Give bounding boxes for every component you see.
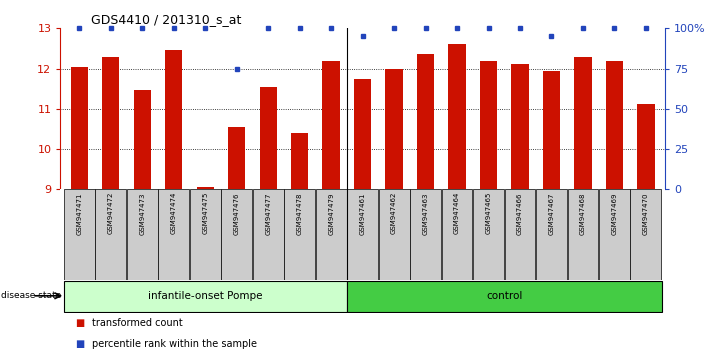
Bar: [567, 189, 599, 280]
Bar: [316, 189, 346, 280]
Bar: [606, 61, 623, 189]
Bar: [449, 44, 466, 189]
Text: GSM947467: GSM947467: [548, 192, 555, 235]
Bar: [127, 189, 158, 280]
Bar: [347, 189, 378, 280]
Text: GSM947466: GSM947466: [517, 192, 523, 235]
Text: GSM947468: GSM947468: [580, 192, 586, 235]
Bar: [354, 79, 371, 189]
Text: percentile rank within the sample: percentile rank within the sample: [92, 339, 257, 349]
Text: GSM947473: GSM947473: [139, 192, 145, 235]
Text: ■: ■: [75, 339, 84, 349]
Bar: [574, 57, 592, 189]
Text: GSM947465: GSM947465: [486, 192, 491, 234]
Text: GSM947478: GSM947478: [296, 192, 303, 235]
Bar: [505, 189, 535, 280]
Bar: [442, 189, 473, 280]
Bar: [260, 87, 277, 189]
Bar: [637, 104, 655, 189]
Text: GSM947470: GSM947470: [643, 192, 649, 235]
Bar: [291, 133, 309, 189]
Text: GSM947462: GSM947462: [391, 192, 397, 234]
Bar: [221, 189, 252, 280]
Bar: [95, 189, 127, 280]
Text: GSM947472: GSM947472: [108, 192, 114, 234]
Text: GSM947475: GSM947475: [202, 192, 208, 234]
Bar: [480, 61, 497, 189]
Text: GDS4410 / 201310_s_at: GDS4410 / 201310_s_at: [91, 13, 241, 26]
Bar: [473, 189, 504, 280]
Text: GSM947477: GSM947477: [265, 192, 271, 235]
Bar: [64, 189, 95, 280]
Text: GSM947471: GSM947471: [76, 192, 82, 235]
Text: GSM947461: GSM947461: [360, 192, 365, 235]
Bar: [631, 189, 661, 280]
Bar: [63, 281, 347, 312]
Text: transformed count: transformed count: [92, 319, 183, 329]
Bar: [347, 281, 662, 312]
Bar: [536, 189, 567, 280]
Text: ■: ■: [75, 319, 84, 329]
Bar: [228, 127, 245, 189]
Text: disease state: disease state: [1, 291, 61, 300]
Text: GSM947476: GSM947476: [234, 192, 240, 235]
Bar: [165, 51, 183, 189]
Text: infantile-onset Pompe: infantile-onset Pompe: [148, 291, 262, 301]
Text: control: control: [486, 291, 523, 301]
Bar: [159, 189, 189, 280]
Bar: [252, 189, 284, 280]
Bar: [323, 61, 340, 189]
Bar: [70, 67, 88, 189]
Bar: [284, 189, 315, 280]
Text: GSM947479: GSM947479: [328, 192, 334, 235]
Bar: [196, 187, 214, 189]
Text: GSM947469: GSM947469: [611, 192, 617, 235]
Text: GSM947464: GSM947464: [454, 192, 460, 234]
Bar: [542, 72, 560, 189]
Text: GSM947463: GSM947463: [422, 192, 429, 235]
Bar: [134, 90, 151, 189]
Bar: [379, 189, 410, 280]
Bar: [190, 189, 220, 280]
Bar: [599, 189, 630, 280]
Bar: [417, 55, 434, 189]
Bar: [410, 189, 441, 280]
Bar: [385, 69, 402, 189]
Text: GSM947474: GSM947474: [171, 192, 177, 234]
Bar: [102, 57, 119, 189]
Bar: [511, 64, 529, 189]
